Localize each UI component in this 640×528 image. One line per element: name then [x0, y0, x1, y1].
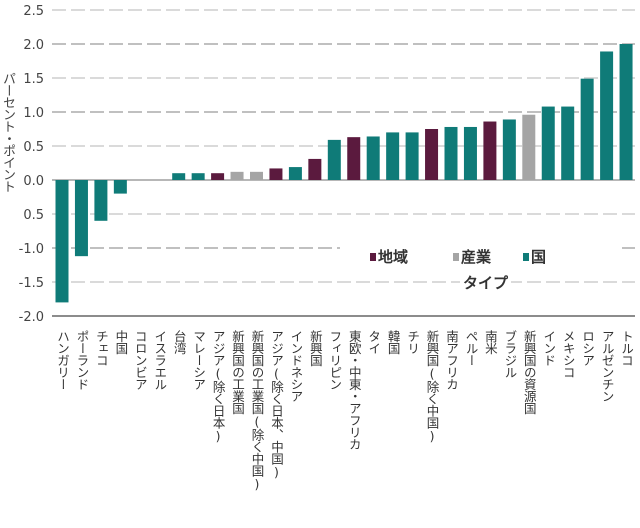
bar: [522, 114, 536, 180]
legend-label: 産業: [461, 248, 492, 266]
x-tick-label: マレーシア: [191, 330, 207, 390]
x-tick-label: フィリピン: [327, 330, 343, 390]
legend-label: 国: [531, 248, 547, 266]
x-tick-label: 南米: [482, 330, 498, 354]
x-tick-label: ロシア: [580, 330, 596, 366]
x-tick-label: チェコ: [93, 330, 109, 366]
x-tick-label: 南アフリカ: [444, 330, 459, 390]
bar: [483, 121, 497, 180]
bar: [250, 171, 263, 180]
x-tick-label: ハンガリー: [55, 330, 70, 390]
x-tick-label: タイ: [366, 330, 382, 354]
x-tick-label: 新興国の資源国: [521, 330, 537, 414]
bar: [230, 171, 244, 180]
y-tick-label: 0.0: [23, 174, 44, 189]
x-tick-label: 東欧・中東・アフリカ: [346, 330, 362, 450]
bar: [191, 173, 205, 180]
x-tick-label: ポーランド: [74, 330, 90, 390]
x-tick-label: 韓国: [385, 330, 401, 354]
x-tick-label: 新興国の工業国: [230, 330, 246, 414]
bar: [113, 180, 127, 194]
x-tick-label: チリ: [405, 330, 421, 354]
bar: [541, 106, 555, 180]
legend-item-industry: 産業: [453, 246, 491, 267]
bar: [444, 126, 458, 180]
bar: [94, 180, 108, 221]
bar: [172, 173, 186, 180]
y-tick-label: 1.0: [23, 106, 44, 121]
bar: [580, 78, 594, 180]
x-tick-label: インドネシア: [288, 330, 304, 402]
x-tick-label: ブラジル: [502, 330, 518, 378]
legend-swatch: [453, 253, 459, 261]
legend-item-country: 国: [523, 246, 546, 267]
bar: [561, 106, 575, 180]
bar: [74, 180, 88, 257]
bar: [327, 139, 341, 180]
x-tick-label: インド: [541, 330, 557, 366]
x-tick-label: メキシコ: [560, 330, 576, 378]
y-tick-label: 2.5: [23, 4, 44, 19]
legend-label: 地域: [378, 248, 409, 266]
x-tick-label: 新興国: [307, 330, 323, 366]
legend-swatch: [370, 253, 376, 261]
x-tick-label: 新興国の工業国(除く中国): [249, 330, 265, 491]
y-tick-label: -1.5: [19, 276, 44, 291]
y-axis-label: パーセント・ポイント: [0, 72, 15, 192]
legend-label-line2: タイプ: [460, 272, 512, 293]
x-tick-label: アジア(除く日本、中国): [268, 330, 284, 479]
x-tick-label: 台湾: [171, 330, 187, 354]
bar: [386, 132, 400, 180]
bar: [366, 136, 380, 180]
x-tick-label: 中国: [113, 330, 129, 354]
y-tick-label: -1.0: [19, 242, 44, 257]
x-tick-label: ペルー: [463, 330, 479, 366]
x-tick-label: アジア(除く日本): [210, 330, 226, 443]
y-tick-label: -2.0: [19, 310, 44, 325]
bar: [600, 51, 614, 181]
legend: 地域 産業 タイプ 国: [340, 240, 622, 293]
x-tick-label: イスラエル: [152, 330, 168, 390]
bar: [425, 129, 439, 180]
x-tick-label: アルゼンチン: [599, 330, 615, 402]
y-tick-label: 2.0: [23, 38, 44, 53]
x-tick-label: トルコ: [619, 330, 635, 366]
bar: [463, 126, 477, 180]
legend-item-region: 地域: [370, 246, 408, 267]
bar: [347, 137, 361, 180]
bar: [211, 173, 225, 180]
bar: [405, 132, 419, 180]
x-tick-label: 新興国(除く中国): [424, 330, 440, 443]
bar: [502, 119, 516, 180]
bar: [288, 167, 302, 180]
bar: [269, 168, 283, 180]
bar: [308, 158, 322, 180]
x-tick-label: コロンビア: [132, 330, 148, 390]
bar: [55, 180, 69, 303]
bar: [619, 44, 633, 180]
y-tick-label: 0.5: [23, 208, 44, 223]
legend-swatch: [523, 253, 529, 261]
y-tick-label: 1.5: [23, 72, 44, 87]
y-tick-label: 0.5: [23, 140, 44, 155]
